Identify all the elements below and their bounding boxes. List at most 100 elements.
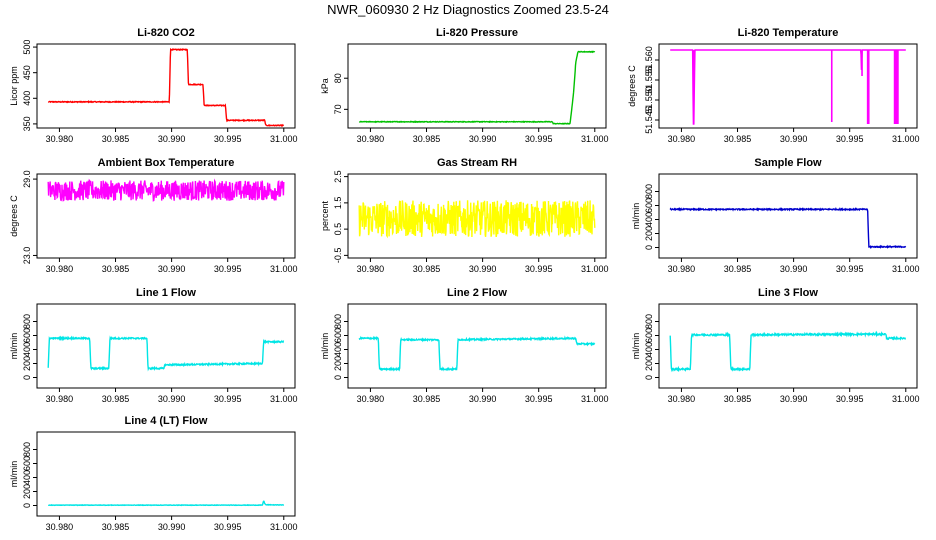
y-axis-label: degrees C (9, 195, 19, 237)
plot-frame (658, 173, 918, 259)
chart-panel-4: Ambient Box Temperature 30.980 30.985 30.99… (9, 157, 298, 274)
y-tick-label: 400 (22, 470, 32, 485)
x-tick-label: 30.980 (46, 264, 74, 274)
y-tick-label: 800 (644, 184, 654, 199)
page-title: NWR_060930 2 Hz Diagnostics Zoomed 23.5-… (327, 2, 609, 17)
y-tick-label: 800 (333, 314, 343, 329)
x-tick-label: 30.985 (724, 394, 752, 404)
x-tick-label: 30.985 (102, 264, 130, 274)
x-tick-label: 31.000 (270, 522, 298, 532)
x-tick-label: 31.000 (581, 264, 609, 274)
x-tick-label: 31.000 (892, 394, 920, 404)
y-tick-label: 400 (333, 342, 343, 357)
plot-frame (347, 303, 607, 389)
y-axis-label: kPa (320, 78, 330, 94)
y-tick-label: 800 (644, 314, 654, 329)
y-axis-label: ml/min (320, 333, 330, 360)
y-tick-label: 0 (644, 375, 654, 380)
y-tick-label: -0.5 (333, 248, 343, 264)
series-line (358, 200, 596, 239)
plot-frame (36, 43, 296, 129)
series-line (47, 47, 284, 128)
y-tick-label: 200 (22, 484, 32, 499)
x-tick-label: 30.995 (836, 134, 864, 144)
series-line (670, 49, 906, 125)
y-tick-label: 600 (22, 328, 32, 343)
chart-panel-9: Line 3 Flow 30.980 30.985 30.990 30.995 31.00… (631, 287, 920, 404)
y-tick-label: 51.555 (644, 66, 654, 94)
x-tick-label: 30.980 (668, 134, 696, 144)
x-tick-label: 30.990 (158, 134, 186, 144)
y-tick-label: 51.560 (644, 46, 654, 74)
chart-title: Gas Stream RH (437, 157, 517, 169)
x-tick-label: 31.000 (270, 264, 298, 274)
x-tick-label: 30.995 (214, 264, 242, 274)
x-tick-label: 30.995 (525, 394, 553, 404)
x-tick-label: 30.980 (357, 134, 385, 144)
series-line (358, 335, 596, 372)
x-tick-label: 30.995 (525, 264, 553, 274)
chart-title: Sample Flow (754, 157, 822, 169)
chart-panel-6: Sample Flow 30.980 30.985 30.990 30.995 31.00… (631, 157, 920, 274)
x-tick-label: 30.995 (214, 522, 242, 532)
chart-panel-1: Li-820 CO2 30.980 30.985 30.990 30.995 31.000… (9, 27, 298, 144)
y-tick-label: 600 (333, 328, 343, 343)
chart-title: Li-820 Temperature (738, 27, 839, 39)
chart-title: Ambient Box Temperature (98, 157, 235, 169)
chart-title: Line 3 Flow (758, 287, 818, 299)
plot-frame (36, 303, 296, 389)
y-tick-label: 800 (22, 314, 32, 329)
x-tick-label: 31.000 (270, 134, 298, 144)
chart-title: Line 2 Flow (447, 287, 507, 299)
x-tick-label: 31.000 (892, 264, 920, 274)
x-tick-label: 30.995 (214, 394, 242, 404)
y-tick-label: 51.545 (644, 106, 654, 134)
y-tick-label: 29.0 (22, 170, 32, 188)
x-tick-label: 30.995 (525, 134, 553, 144)
series-line (47, 178, 285, 202)
y-tick-label: 800 (22, 442, 32, 457)
x-tick-label: 30.995 (836, 394, 864, 404)
x-tick-label: 30.985 (102, 394, 130, 404)
x-tick-label: 30.990 (158, 394, 186, 404)
plot-frame (347, 43, 607, 129)
y-tick-label: 1.5 (333, 197, 343, 210)
y-tick-label: 450 (22, 65, 32, 80)
x-tick-label: 30.980 (46, 134, 74, 144)
y-tick-label: 400 (22, 342, 32, 357)
y-tick-label: 0 (333, 375, 343, 380)
x-tick-label: 30.990 (469, 394, 497, 404)
x-tick-label: 30.980 (357, 394, 385, 404)
y-tick-label: 400 (22, 91, 32, 106)
x-tick-label: 30.990 (469, 264, 497, 274)
y-tick-label: 23.0 (22, 247, 32, 265)
chart-panel-7: Line 1 Flow 30.980 30.985 30.990 30.995 31.00… (9, 287, 298, 404)
plot-frame (658, 43, 918, 129)
x-tick-label: 30.985 (102, 522, 130, 532)
x-tick-label: 30.995 (214, 134, 242, 144)
y-tick-label: 600 (644, 328, 654, 343)
y-tick-label: 600 (644, 198, 654, 213)
chart-panel-10: Line 4 (LT) Flow 30.980 30.985 30.990 30.995… (9, 415, 298, 532)
plot-frame (36, 431, 296, 517)
x-tick-label: 30.990 (780, 264, 808, 274)
chart-panel-8: Line 2 Flow 30.980 30.985 30.990 30.995 31.00… (320, 287, 609, 404)
series-line (47, 335, 285, 372)
chart-title: Li-820 CO2 (137, 27, 194, 39)
y-tick-label: 2.5 (333, 170, 343, 183)
y-tick-label: 51.550 (644, 86, 654, 114)
x-tick-label: 30.980 (668, 264, 696, 274)
y-tick-label: 80 (333, 73, 343, 83)
y-tick-label: 400 (644, 212, 654, 227)
y-tick-label: 500 (22, 40, 32, 55)
y-axis-label: ml/min (9, 461, 19, 488)
x-tick-label: 30.995 (836, 264, 864, 274)
x-tick-label: 30.980 (668, 394, 696, 404)
x-tick-label: 30.985 (102, 134, 130, 144)
x-tick-label: 30.990 (158, 264, 186, 274)
y-axis-label: Licor ppm (9, 66, 19, 106)
x-tick-label: 31.000 (581, 134, 609, 144)
y-tick-label: 0 (22, 375, 32, 380)
plot-frame (347, 173, 607, 259)
chart-title: Li-820 Pressure (436, 27, 518, 39)
